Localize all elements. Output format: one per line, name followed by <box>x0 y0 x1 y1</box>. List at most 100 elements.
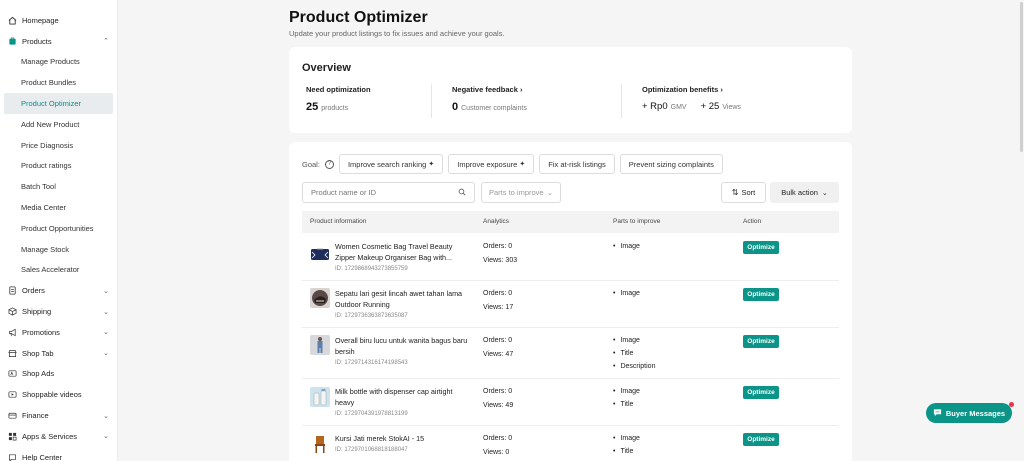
cursor-click-icon: ✦ <box>428 161 435 168</box>
sidebar-item-price-diagnosis[interactable]: Price Diagnosis <box>0 135 117 156</box>
help-circle-icon[interactable]: ? <box>324 159 334 169</box>
chevron-down-icon: ⌄ <box>103 433 109 441</box>
orders-count: Orders: 0 <box>483 243 513 250</box>
page-title: Product Optimizer <box>289 9 428 26</box>
promotions-icon <box>8 328 17 337</box>
product-name[interactable]: Women Cosmetic Bag Travel Beauty Zipper … <box>335 242 453 262</box>
sidebar-item-shoppable-videos[interactable]: Shoppable videos <box>0 384 117 405</box>
sidebar-item-shop-ads[interactable]: Shop Ads <box>0 364 117 385</box>
product-thumbnail[interactable] <box>310 244 330 264</box>
sidebar-item-label: Homepage <box>22 15 59 25</box>
chevron-up-icon: ⌃ <box>103 38 109 46</box>
sidebar-item-homepage[interactable]: Homepage <box>0 10 117 31</box>
goal-chip-improve-exposure[interactable]: Improve exposure ✦ <box>448 154 535 174</box>
chip-label: Improve exposure <box>457 159 518 169</box>
chevron-down-icon: ⌄ <box>103 350 109 358</box>
table-row: Sepatu lari gesit lincah awet tahan lama… <box>302 281 839 328</box>
sidebar-item-manage-products[interactable]: Manage Products <box>0 52 117 73</box>
sort-button[interactable]: ⇅ Sort <box>721 182 766 203</box>
sidebar-item-shipping[interactable]: Shipping ⌄ <box>0 301 117 322</box>
need-optimization-unit: products <box>321 105 349 112</box>
sidebar-item-label: Manage Products <box>21 57 80 67</box>
products-icon <box>8 37 17 46</box>
page-scrollbar[interactable] <box>1019 0 1024 461</box>
part-item: Image <box>613 385 639 398</box>
table-row: Kursi Jati merek StokAI - 15 ID: 1729701… <box>302 426 839 461</box>
sidebar-item-shop-tab[interactable]: Shop Tab ⌄ <box>0 343 117 364</box>
product-list-card: Goal: ? Improve search ranking ✦ Improve… <box>289 142 852 461</box>
product-name[interactable]: Milk bottle with dispenser cap airtight … <box>335 387 453 407</box>
sidebar-item-label: Sales Accelerator <box>21 265 80 275</box>
optimize-button[interactable]: Optimize <box>743 241 779 254</box>
views-count: Views: 17 <box>483 304 514 311</box>
product-name[interactable]: Overall biru lucu untuk wanita bagus bar… <box>335 336 468 356</box>
sidebar-item-products[interactable]: Products ⌃ <box>0 31 117 52</box>
views-count: Views: 303 <box>483 257 518 264</box>
sidebar-item-product-ratings[interactable]: Product ratings <box>0 156 117 177</box>
parts-to-improve-select[interactable]: Parts to improve ⌄ <box>481 182 561 203</box>
product-thumbnail[interactable] <box>310 387 330 407</box>
sidebar-item-label: Shop Tab <box>22 348 54 358</box>
sidebar-item-batch-tool[interactable]: Batch Tool <box>0 176 117 197</box>
sidebar-item-sales-accelerator[interactable]: Sales Accelerator <box>0 260 117 281</box>
sidebar-item-label: Finance <box>22 411 49 421</box>
sidebar-item-label: Orders <box>22 286 45 296</box>
buyer-messages-button[interactable]: Buyer Messages <box>926 403 1012 423</box>
goal-chip-prevent-sizing-complaints[interactable]: Prevent sizing complaints <box>619 154 723 174</box>
finance-icon <box>8 411 17 420</box>
sidebar-item-label: Products <box>22 36 52 46</box>
sidebar-item-label: Manage Stock <box>21 244 69 254</box>
goal-chip-fix-at-risk-listings[interactable]: Fix at-risk listings <box>539 154 615 174</box>
chat-bubble-icon <box>933 408 942 419</box>
search-box <box>302 182 475 203</box>
chevron-down-icon: ⌄ <box>103 412 109 420</box>
optimize-button[interactable]: Optimize <box>743 386 779 399</box>
sidebar-item-product-bundles[interactable]: Product Bundles <box>0 72 117 93</box>
shop-ads-icon <box>8 369 17 378</box>
chevron-down-icon: ⌄ <box>547 189 553 197</box>
help-icon <box>8 453 17 461</box>
sidebar-item-label: Batch Tool <box>21 182 56 192</box>
sidebar-item-manage-stock[interactable]: Manage Stock <box>0 239 117 260</box>
sidebar-item-help-center[interactable]: Help Center <box>0 447 117 461</box>
product-name[interactable]: Sepatu lari gesit lincah awet tahan lama… <box>335 289 463 309</box>
sidebar-item-promotions[interactable]: Promotions ⌄ <box>0 322 117 343</box>
negative-feedback-stat[interactable]: Negative feedback › 0 Customer complaints <box>452 85 527 113</box>
sidebar-item-product-opportunities[interactable]: Product Opportunities <box>0 218 117 239</box>
product-thumbnail[interactable] <box>310 335 330 355</box>
need-optimization-stat: Need optimization 25 products <box>306 85 371 113</box>
notification-dot <box>1009 402 1014 407</box>
product-id: ID: 1729714316174198543 <box>335 360 408 366</box>
sidebar-item-label: Product Opportunities <box>21 223 94 233</box>
scrollbar-thumb[interactable] <box>1020 2 1023 152</box>
search-icon[interactable] <box>458 188 466 198</box>
sidebar-item-add-new-product[interactable]: Add New Product <box>0 114 117 135</box>
chevron-right-icon: › <box>519 85 523 94</box>
sidebar-item-orders[interactable]: Orders ⌄ <box>0 280 117 301</box>
optimization-benefits-stat[interactable]: Optimization benefits › + Rp0 GMV + 25 Vie… <box>642 85 741 112</box>
shipping-icon <box>8 307 17 316</box>
sidebar-item-finance[interactable]: Finance ⌄ <box>0 405 117 426</box>
views-value: + 25 <box>700 101 720 112</box>
product-thumbnail[interactable] <box>310 288 330 308</box>
sidebar-item-product-optimizer[interactable]: Product Optimizer <box>4 93 113 114</box>
product-thumbnail[interactable] <box>310 434 330 454</box>
product-name[interactable]: Kursi Jati merek StokAI - 15 <box>335 434 425 443</box>
chevron-down-icon: ⌄ <box>821 189 828 197</box>
chip-label: Improve search ranking <box>347 159 427 169</box>
search-input[interactable] <box>311 188 451 197</box>
optimize-button[interactable]: Optimize <box>743 335 779 348</box>
sidebar-item-label: Shoppable videos <box>22 390 82 400</box>
goal-chip-improve-search-ranking[interactable]: Improve search ranking ✦ <box>338 154 444 174</box>
overview-title: Overview <box>302 62 351 74</box>
optimize-button[interactable]: Optimize <box>743 433 779 446</box>
sidebar-item-media-center[interactable]: Media Center <box>0 197 117 218</box>
sidebar-item-apps-services[interactable]: Apps & Services ⌄ <box>0 426 117 447</box>
bulk-action-button[interactable]: Bulk action ⌄ <box>770 182 839 203</box>
sidebar-item-label: Shipping <box>22 307 52 317</box>
part-item: Title <box>613 445 640 458</box>
optimize-button[interactable]: Optimize <box>743 288 779 301</box>
page-subtitle: Update your product listings to fix issu… <box>289 29 505 38</box>
divider <box>431 84 432 118</box>
sidebar-item-label: Product ratings <box>21 161 72 171</box>
